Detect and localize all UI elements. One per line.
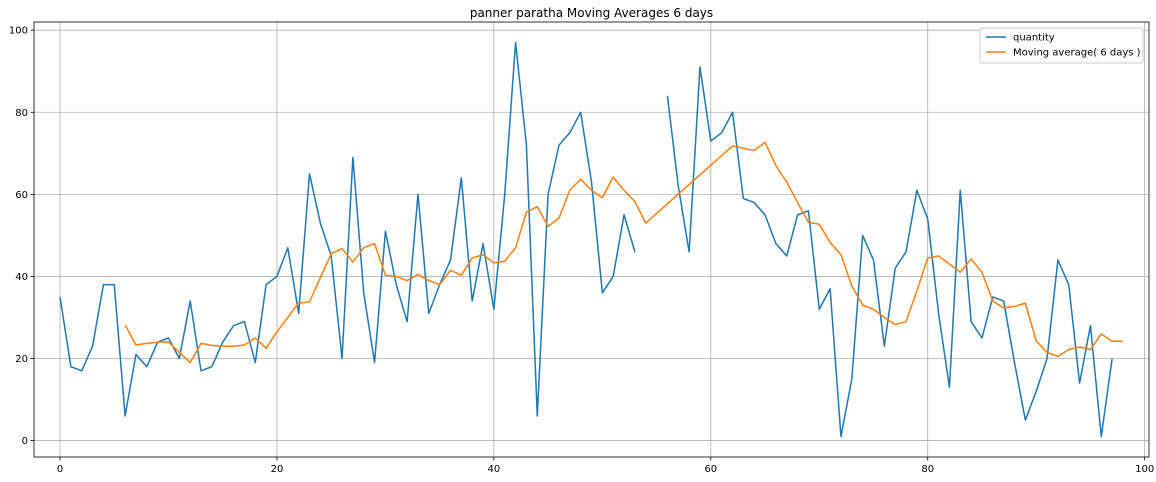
series-moving-average bbox=[124, 141, 1123, 364]
y-tick-label: 40 bbox=[15, 272, 28, 283]
series-layer bbox=[59, 41, 1123, 438]
series-quantity bbox=[59, 41, 1113, 438]
series-line bbox=[59, 41, 636, 417]
plot-frame bbox=[33, 21, 1150, 458]
y-axis-ticks: 0 20 40 60 80 100 bbox=[9, 26, 34, 447]
x-tick-label: 100 bbox=[1135, 464, 1154, 475]
x-tick-label: 80 bbox=[921, 464, 934, 475]
legend: quantity Moving average( 6 days ) bbox=[979, 27, 1144, 64]
legend-box bbox=[979, 27, 1144, 64]
legend-label-quantity: quantity bbox=[1013, 33, 1055, 44]
y-tick-label: 20 bbox=[15, 354, 28, 365]
y-tick-label: 0 bbox=[22, 436, 28, 447]
y-tick-label: 80 bbox=[15, 108, 28, 119]
grid bbox=[34, 22, 1149, 457]
x-axis-ticks: 0 20 40 60 80 100 bbox=[57, 457, 1154, 475]
x-tick-label: 20 bbox=[271, 464, 284, 475]
x-tick-label: 40 bbox=[488, 464, 501, 475]
series-line bbox=[124, 141, 1123, 364]
x-tick-label: 60 bbox=[704, 464, 717, 475]
plot-background bbox=[34, 22, 1149, 457]
legend-label-moving-average: Moving average( 6 days ) bbox=[1013, 48, 1141, 59]
x-tick-label: 0 bbox=[57, 464, 63, 475]
y-tick-label: 60 bbox=[15, 190, 28, 201]
series-line bbox=[666, 66, 1113, 438]
y-tick-label: 100 bbox=[9, 26, 28, 37]
chart-title: panner paratha Moving Averages 6 days bbox=[470, 6, 713, 20]
